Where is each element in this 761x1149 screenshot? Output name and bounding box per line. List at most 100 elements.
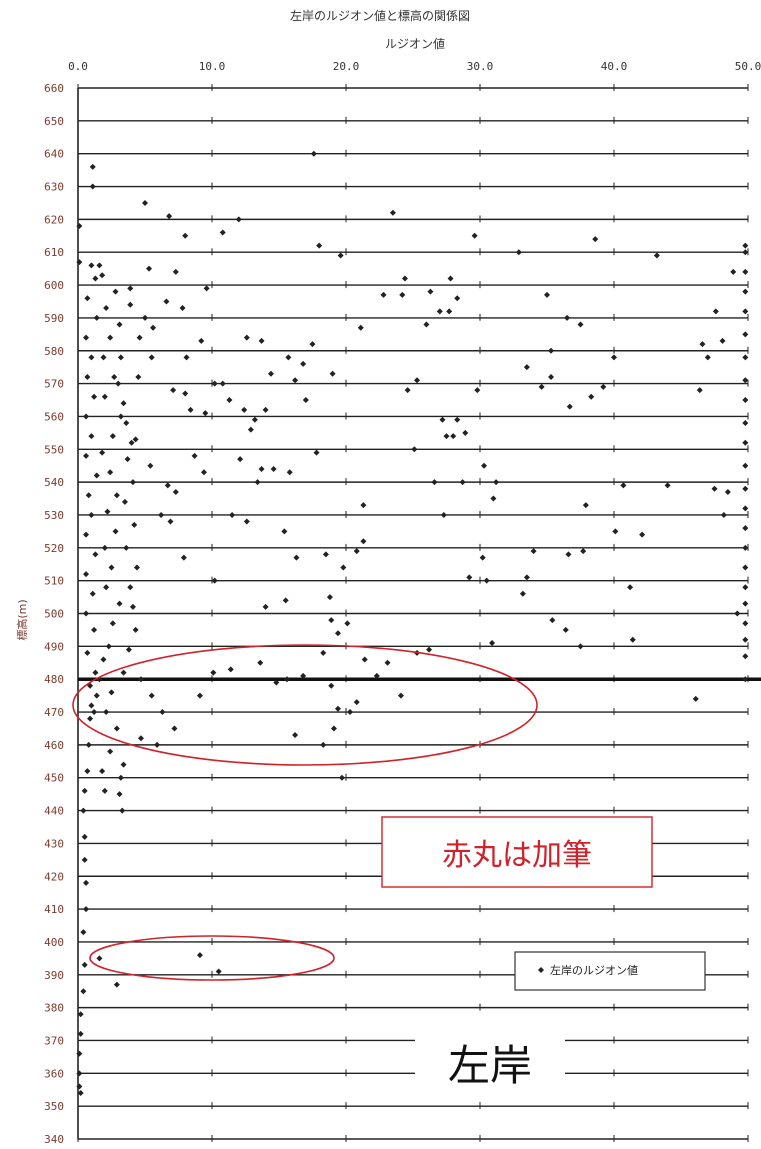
legend: 左岸のルジオン値	[514, 951, 706, 991]
data-point	[330, 725, 337, 732]
x-tick-label: 40.0	[601, 60, 628, 73]
data-point	[423, 321, 430, 328]
y-tick-label: 350	[44, 1100, 64, 1113]
data-point	[172, 268, 179, 275]
data-point	[328, 682, 335, 689]
data-point	[81, 856, 88, 863]
data-point	[131, 521, 138, 528]
data-point	[742, 377, 749, 384]
data-point	[81, 833, 88, 840]
annotation-side-label: 左岸	[415, 1030, 565, 1092]
data-point	[77, 1030, 84, 1037]
data-point	[136, 334, 143, 341]
data-point	[196, 952, 203, 959]
data-point	[91, 709, 98, 716]
data-point	[447, 275, 454, 282]
data-point	[142, 199, 148, 206]
data-point	[117, 774, 124, 781]
data-point	[76, 1083, 83, 1090]
data-point	[123, 544, 130, 551]
data-point	[196, 692, 203, 699]
data-point	[147, 462, 154, 469]
data-point	[357, 324, 364, 331]
data-point	[172, 488, 179, 495]
data-point	[91, 393, 98, 400]
data-point	[273, 679, 280, 686]
y-tick-label: 470	[44, 706, 64, 719]
data-point	[88, 262, 95, 269]
data-point	[446, 308, 453, 315]
data-point	[309, 341, 316, 348]
data-point	[180, 554, 187, 561]
data-point	[544, 291, 550, 298]
data-point	[257, 659, 264, 666]
y-tick-label: 400	[44, 936, 64, 949]
y-tick-label: 610	[44, 246, 64, 259]
data-point	[198, 337, 205, 344]
data-point	[471, 232, 478, 239]
data-point	[284, 676, 291, 683]
data-point	[742, 544, 749, 551]
data-point	[211, 577, 218, 584]
data-point	[742, 525, 749, 532]
data-point	[150, 324, 157, 331]
data-point	[742, 564, 749, 571]
data-point	[742, 249, 749, 256]
data-point	[353, 548, 360, 555]
data-point	[426, 646, 433, 653]
data-point	[103, 584, 110, 591]
data-point	[103, 305, 110, 312]
data-point	[612, 528, 619, 535]
data-point	[639, 531, 646, 538]
data-point	[96, 955, 103, 962]
data-point	[108, 689, 115, 696]
data-point	[427, 288, 434, 295]
data-point	[84, 295, 91, 302]
y-tick-labels: 660 650 640 630 620 610 600 590 580 570 560 550 540 5…	[44, 82, 64, 1146]
data-point	[286, 469, 293, 476]
data-point	[219, 229, 226, 236]
data-point	[340, 564, 347, 571]
data-point	[84, 374, 91, 381]
data-point	[116, 321, 123, 328]
data-point	[148, 354, 155, 361]
data-point	[83, 610, 90, 617]
data-point	[389, 209, 396, 216]
data-point	[120, 669, 127, 676]
data-point	[164, 482, 171, 489]
data-point	[742, 505, 749, 512]
data-point	[481, 462, 488, 469]
data-point	[742, 636, 749, 643]
data-point	[83, 531, 90, 538]
data-point	[548, 347, 555, 354]
y-tick-label: 520	[44, 542, 64, 555]
y-tick-label: 620	[44, 213, 64, 226]
y-tick-label: 630	[44, 181, 64, 194]
data-point	[326, 594, 333, 601]
data-point	[125, 646, 132, 653]
data-point	[88, 702, 95, 709]
data-point	[711, 485, 718, 492]
y-tick-label: 570	[44, 378, 64, 391]
data-point	[334, 705, 341, 712]
data-point	[292, 377, 299, 384]
data-point	[89, 590, 96, 597]
y-tick-label: 510	[44, 575, 64, 588]
data-point	[229, 511, 236, 518]
data-point	[103, 709, 110, 716]
data-point	[742, 397, 749, 404]
data-point	[124, 456, 131, 463]
data-point	[562, 626, 569, 633]
data-point	[436, 308, 443, 315]
data-point	[83, 334, 90, 341]
data-point	[116, 791, 123, 798]
data-point	[76, 1050, 83, 1057]
data-point	[344, 620, 351, 627]
data-point	[538, 383, 545, 390]
y-tick-label: 480	[44, 673, 64, 686]
data-point	[241, 406, 248, 413]
data-point	[243, 334, 250, 341]
data-point	[334, 630, 341, 637]
y-tick-label: 560	[44, 410, 64, 423]
data-point	[316, 242, 323, 249]
